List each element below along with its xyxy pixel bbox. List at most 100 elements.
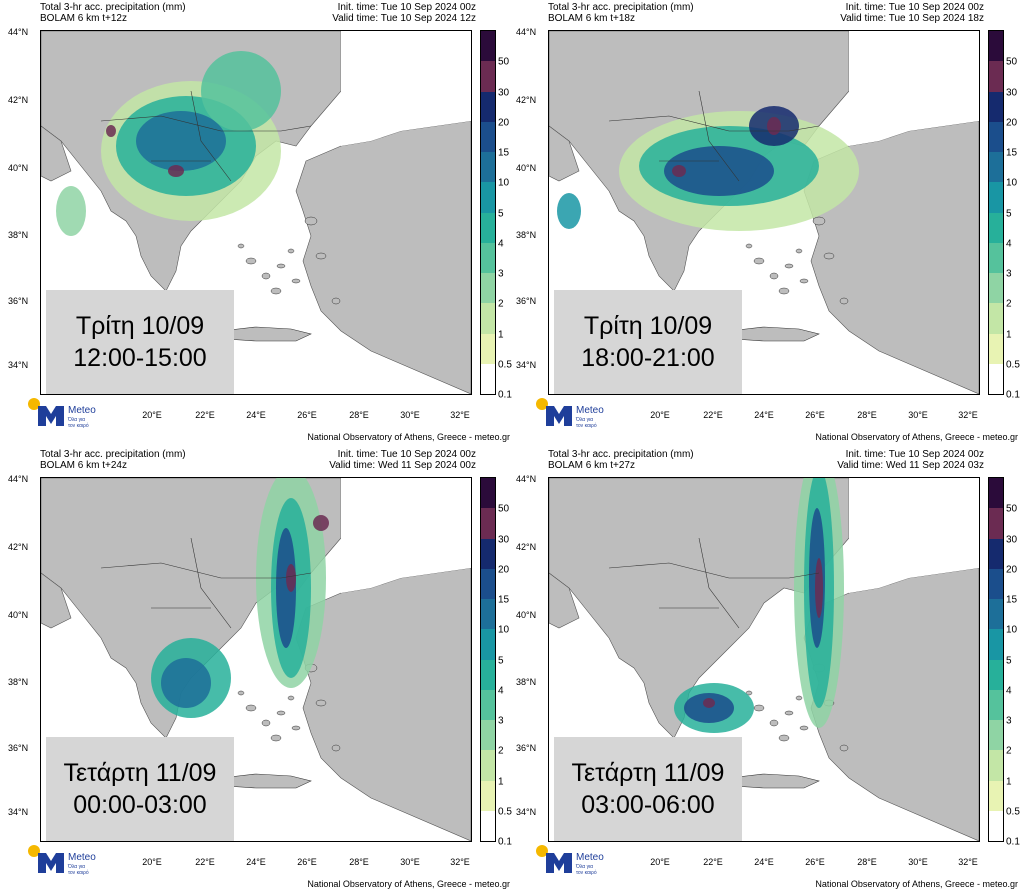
lat-label: 38°N (516, 677, 537, 687)
hours-label: 18:00-21:00 (581, 344, 715, 372)
colorbar-label: 5 (498, 208, 504, 219)
svg-text:Όλα για: Όλα για (67, 864, 85, 870)
lon-label: 26°E (805, 410, 825, 420)
precip-area (106, 125, 116, 137)
colorbar-swatch (481, 61, 495, 92)
colorbar-label: 10 (1006, 624, 1018, 636)
precip-area (557, 193, 581, 229)
colorbar-swatch (989, 152, 1003, 183)
precipitation-field (674, 478, 844, 733)
lon-label: 28°E (349, 410, 369, 420)
lon-label: 22°E (703, 857, 723, 867)
colorbar-swatch (481, 599, 495, 630)
lat-label: 44°N (8, 27, 29, 37)
valid-time: Valid time: Wed 11 Sep 2024 00z (329, 460, 476, 471)
colorbar-label: 20 (1006, 117, 1018, 129)
colorbar-label: 20 (1006, 564, 1018, 576)
panel-header-left: Total 3-hr acc. precipitation (mm) BOLAM… (548, 449, 694, 471)
lon-label: 26°E (805, 857, 825, 867)
time-window-box: Τρίτη 10/09 18:00-21:00 (554, 290, 742, 394)
colorbar-swatch (989, 61, 1003, 92)
colorbar-swatch (989, 91, 1003, 122)
colorbar-swatch (481, 780, 495, 811)
panel-header-right: Init. time: Tue 10 Sep 2024 00z Valid ti… (837, 449, 984, 471)
colorbar-swatch (481, 303, 495, 334)
colorbar-label: 50 (498, 56, 510, 68)
svg-text:τον καιρό: τον καιρό (68, 869, 89, 876)
hours-label: 12:00-15:00 (73, 344, 207, 372)
colorbar-label: 15 (498, 594, 510, 606)
colorbar-label: 3 (1006, 715, 1012, 727)
colorbar-swatch (989, 720, 1003, 751)
lat-label: 42°N (516, 542, 537, 552)
lon-label: 26°E (297, 857, 317, 867)
colorbar (988, 30, 1004, 395)
colorbar-swatch (989, 333, 1003, 364)
svg-text:Meteo: Meteo (68, 405, 96, 416)
colorbar-label: 2 (498, 745, 504, 757)
colorbar-label: 4 (498, 238, 504, 250)
precipitation-field (56, 51, 281, 236)
colorbar-label: 20 (498, 117, 510, 129)
colorbar-label: 30 (498, 87, 510, 98)
lat-label: 38°N (8, 677, 29, 687)
lon-label: 30°E (400, 857, 420, 867)
colorbar-swatch (989, 508, 1003, 539)
colorbar-swatch (989, 599, 1003, 630)
aegean-islands (237, 216, 341, 305)
colorbar-swatch (989, 780, 1003, 811)
colorbar-label: 0.5 (498, 359, 512, 371)
colorbar-label: 1 (1006, 329, 1012, 340)
product-title: Total 3-hr acc. precipitation (mm) (40, 449, 186, 460)
lat-label: 44°N (516, 27, 537, 37)
precip-area (56, 186, 86, 236)
colorbar-label: 3 (498, 715, 504, 727)
colorbar (988, 477, 1004, 842)
lat-label: 42°N (8, 542, 29, 552)
colorbar-swatch (481, 333, 495, 364)
lon-label: 24°E (246, 857, 266, 867)
precipitation-map (548, 30, 980, 395)
colorbar-swatch (989, 273, 1003, 304)
landmass-italy (549, 125, 580, 182)
lon-label: 22°E (703, 410, 723, 420)
hours-label: 03:00-06:00 (581, 791, 715, 819)
valid-time: Valid time: Wed 11 Sep 2024 03z (837, 460, 984, 471)
colorbar-label: 3 (498, 268, 504, 280)
colorbar-swatch (481, 121, 495, 152)
precip-area (672, 165, 686, 177)
colorbar-label: 3 (1006, 268, 1012, 280)
colorbar-label: 0.1 (1006, 389, 1020, 401)
colorbar-swatch (989, 212, 1003, 243)
country-borders (608, 537, 820, 629)
meteo-logo-icon: Meteo Όλα για τον καιρό (534, 843, 624, 877)
panel-header-left: Total 3-hr acc. precipitation (mm) BOLAM… (548, 2, 694, 24)
colorbar-label: 10 (1006, 177, 1018, 189)
lat-label: 38°N (516, 230, 537, 240)
landmass-italy (549, 572, 580, 629)
lat-label: 34°N (8, 807, 29, 817)
country-borders (100, 90, 312, 182)
colorbar-swatch (481, 538, 495, 569)
init-time: Init. time: Tue 10 Sep 2024 00z (337, 2, 476, 13)
lon-label: 32°E (450, 857, 470, 867)
colorbar-swatch (481, 363, 495, 394)
colorbar-label: 15 (1006, 147, 1018, 159)
precip-area (201, 51, 281, 131)
svg-text:Όλα για: Όλα για (575, 864, 593, 870)
aegean-islands (745, 216, 849, 305)
colorbar-swatch (481, 508, 495, 539)
precip-area (286, 564, 296, 592)
country-borders (608, 90, 820, 182)
colorbar-label: 1 (498, 776, 504, 787)
lon-label: 28°E (857, 857, 877, 867)
colorbar-label: 0.1 (498, 836, 512, 848)
lat-label: 44°N (516, 474, 537, 484)
day-label: Τρίτη 10/09 (583, 312, 713, 340)
lat-label: 44°N (8, 474, 29, 484)
precipitation-field (557, 106, 859, 231)
svg-text:Meteo: Meteo (576, 405, 604, 416)
lon-label: 26°E (297, 410, 317, 420)
svg-text:Όλα για: Όλα για (575, 417, 593, 423)
lat-label: 38°N (8, 230, 29, 240)
